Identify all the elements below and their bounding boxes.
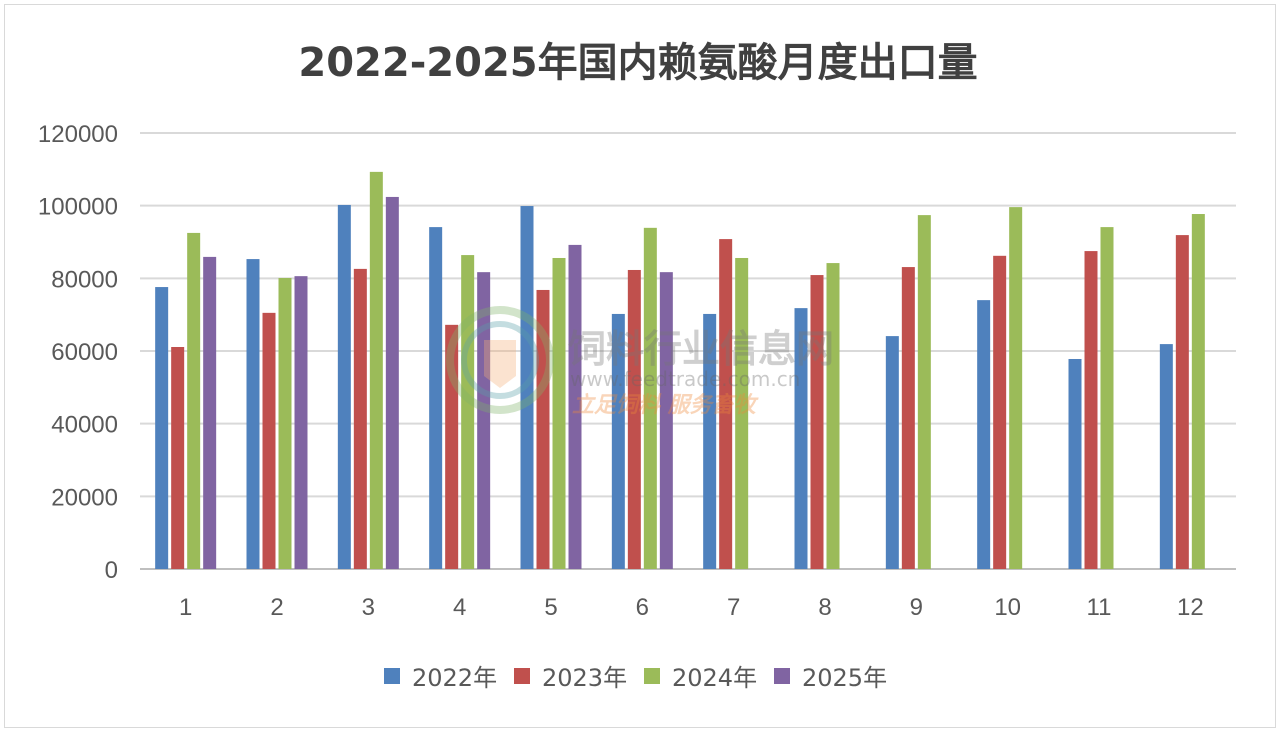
legend-swatch bbox=[774, 668, 790, 684]
bar-2023年-3 bbox=[353, 268, 367, 569]
bar-2025年-5 bbox=[568, 244, 582, 569]
legend-swatch bbox=[514, 668, 530, 684]
bar-2022年-6 bbox=[611, 313, 625, 569]
x-tick-label: 12 bbox=[1177, 594, 1204, 621]
bar-2023年-4 bbox=[445, 324, 459, 569]
bar-2024年-12 bbox=[1191, 214, 1205, 570]
y-tick-label: 120000 bbox=[38, 121, 118, 148]
bar-2024年-6 bbox=[643, 227, 657, 569]
bar-2023年-7 bbox=[719, 239, 733, 570]
legend-label: 2025年 bbox=[802, 664, 887, 692]
x-tick-label: 4 bbox=[453, 594, 466, 621]
x-axis: 1 2 3 4 5 6 7 8 9 10 11 12 bbox=[179, 594, 1204, 621]
bar-2023年-1 bbox=[171, 347, 185, 569]
legend-swatch bbox=[644, 668, 660, 684]
x-tick-label: 2 bbox=[270, 594, 283, 621]
y-tick-label: 100000 bbox=[38, 194, 118, 221]
x-tick-label: 5 bbox=[544, 594, 557, 621]
bar-2022年-11 bbox=[1068, 358, 1082, 569]
bar-2023年-10 bbox=[993, 255, 1007, 569]
bar-2025年-4 bbox=[477, 272, 491, 569]
bar-2024年-10 bbox=[1009, 207, 1023, 569]
bar-2025年-1 bbox=[203, 256, 217, 569]
bar-2024年-8 bbox=[826, 263, 840, 569]
bar-2024年-1 bbox=[187, 232, 201, 569]
bars bbox=[155, 171, 1205, 570]
y-tick-label: 60000 bbox=[51, 339, 118, 366]
bar-2023年-11 bbox=[1084, 251, 1098, 570]
bar-2022年-4 bbox=[429, 227, 443, 569]
chart-title: 2022-2025年国内赖氨酸月度出口量 bbox=[298, 40, 977, 86]
y-tick-label: 0 bbox=[105, 557, 118, 584]
gridlines bbox=[140, 132, 1236, 570]
watermark: 饲料行业信息网 www.feedtrade.com.cn 立足饲料 服务畜牧 bbox=[446, 306, 834, 418]
bar-2022年-10 bbox=[977, 300, 991, 569]
svg-text:饲料行业信息网: 饲料行业信息网 bbox=[568, 327, 834, 371]
bar-2022年-9 bbox=[885, 336, 899, 569]
bar-2022年-7 bbox=[703, 313, 717, 569]
bar-2022年-1 bbox=[155, 287, 169, 569]
bar-2024年-2 bbox=[278, 277, 292, 569]
y-tick-label: 20000 bbox=[51, 484, 118, 511]
x-tick-label: 8 bbox=[818, 594, 831, 621]
bar-2023年-12 bbox=[1175, 235, 1189, 569]
legend-label: 2022年 bbox=[412, 664, 497, 692]
bar-2022年-2 bbox=[246, 259, 260, 569]
bar-2023年-8 bbox=[810, 275, 824, 569]
bar-2022年-5 bbox=[520, 206, 534, 569]
x-tick-label: 7 bbox=[727, 594, 740, 621]
bar-2024年-11 bbox=[1100, 227, 1114, 569]
x-tick-label: 11 bbox=[1087, 594, 1112, 621]
y-tick-label: 80000 bbox=[51, 266, 118, 293]
bar-2023年-6 bbox=[627, 269, 641, 569]
x-tick-label: 6 bbox=[636, 594, 649, 621]
x-tick-label: 1 bbox=[179, 594, 192, 621]
bar-2023年-9 bbox=[901, 267, 915, 569]
svg-text:立足饲料 服务畜牧: 立足饲料 服务畜牧 bbox=[572, 392, 760, 418]
bar-2024年-9 bbox=[917, 215, 931, 569]
bar-2024年-3 bbox=[369, 171, 383, 570]
x-tick-label: 9 bbox=[910, 594, 923, 621]
y-tick-label: 40000 bbox=[51, 412, 118, 439]
bar-2022年-8 bbox=[794, 308, 808, 569]
bar-2022年-12 bbox=[1159, 344, 1173, 569]
x-tick-label: 10 bbox=[994, 594, 1021, 621]
legend-label: 2023年 bbox=[542, 664, 627, 692]
bar-2025年-3 bbox=[385, 196, 399, 570]
bar-2024年-5 bbox=[552, 257, 566, 569]
x-tick-label: 3 bbox=[362, 594, 375, 621]
bar-2024年-4 bbox=[461, 255, 475, 569]
legend-swatch bbox=[384, 668, 400, 684]
bar-2023年-2 bbox=[262, 312, 276, 569]
legend-label: 2024年 bbox=[672, 664, 757, 692]
bar-2025年-6 bbox=[659, 272, 673, 569]
bar-2025年-2 bbox=[294, 276, 308, 569]
bar-2022年-3 bbox=[337, 204, 351, 569]
bar-2024年-7 bbox=[735, 257, 749, 569]
legend: 2022年 2023年 2024年 2025年 bbox=[384, 664, 887, 692]
svg-text:www.feedtrade.com.cn: www.feedtrade.com.cn bbox=[570, 367, 800, 391]
y-axis: 0 20000 40000 60000 80000 100000 120000 bbox=[38, 121, 118, 584]
bar-2023年-5 bbox=[536, 289, 550, 569]
